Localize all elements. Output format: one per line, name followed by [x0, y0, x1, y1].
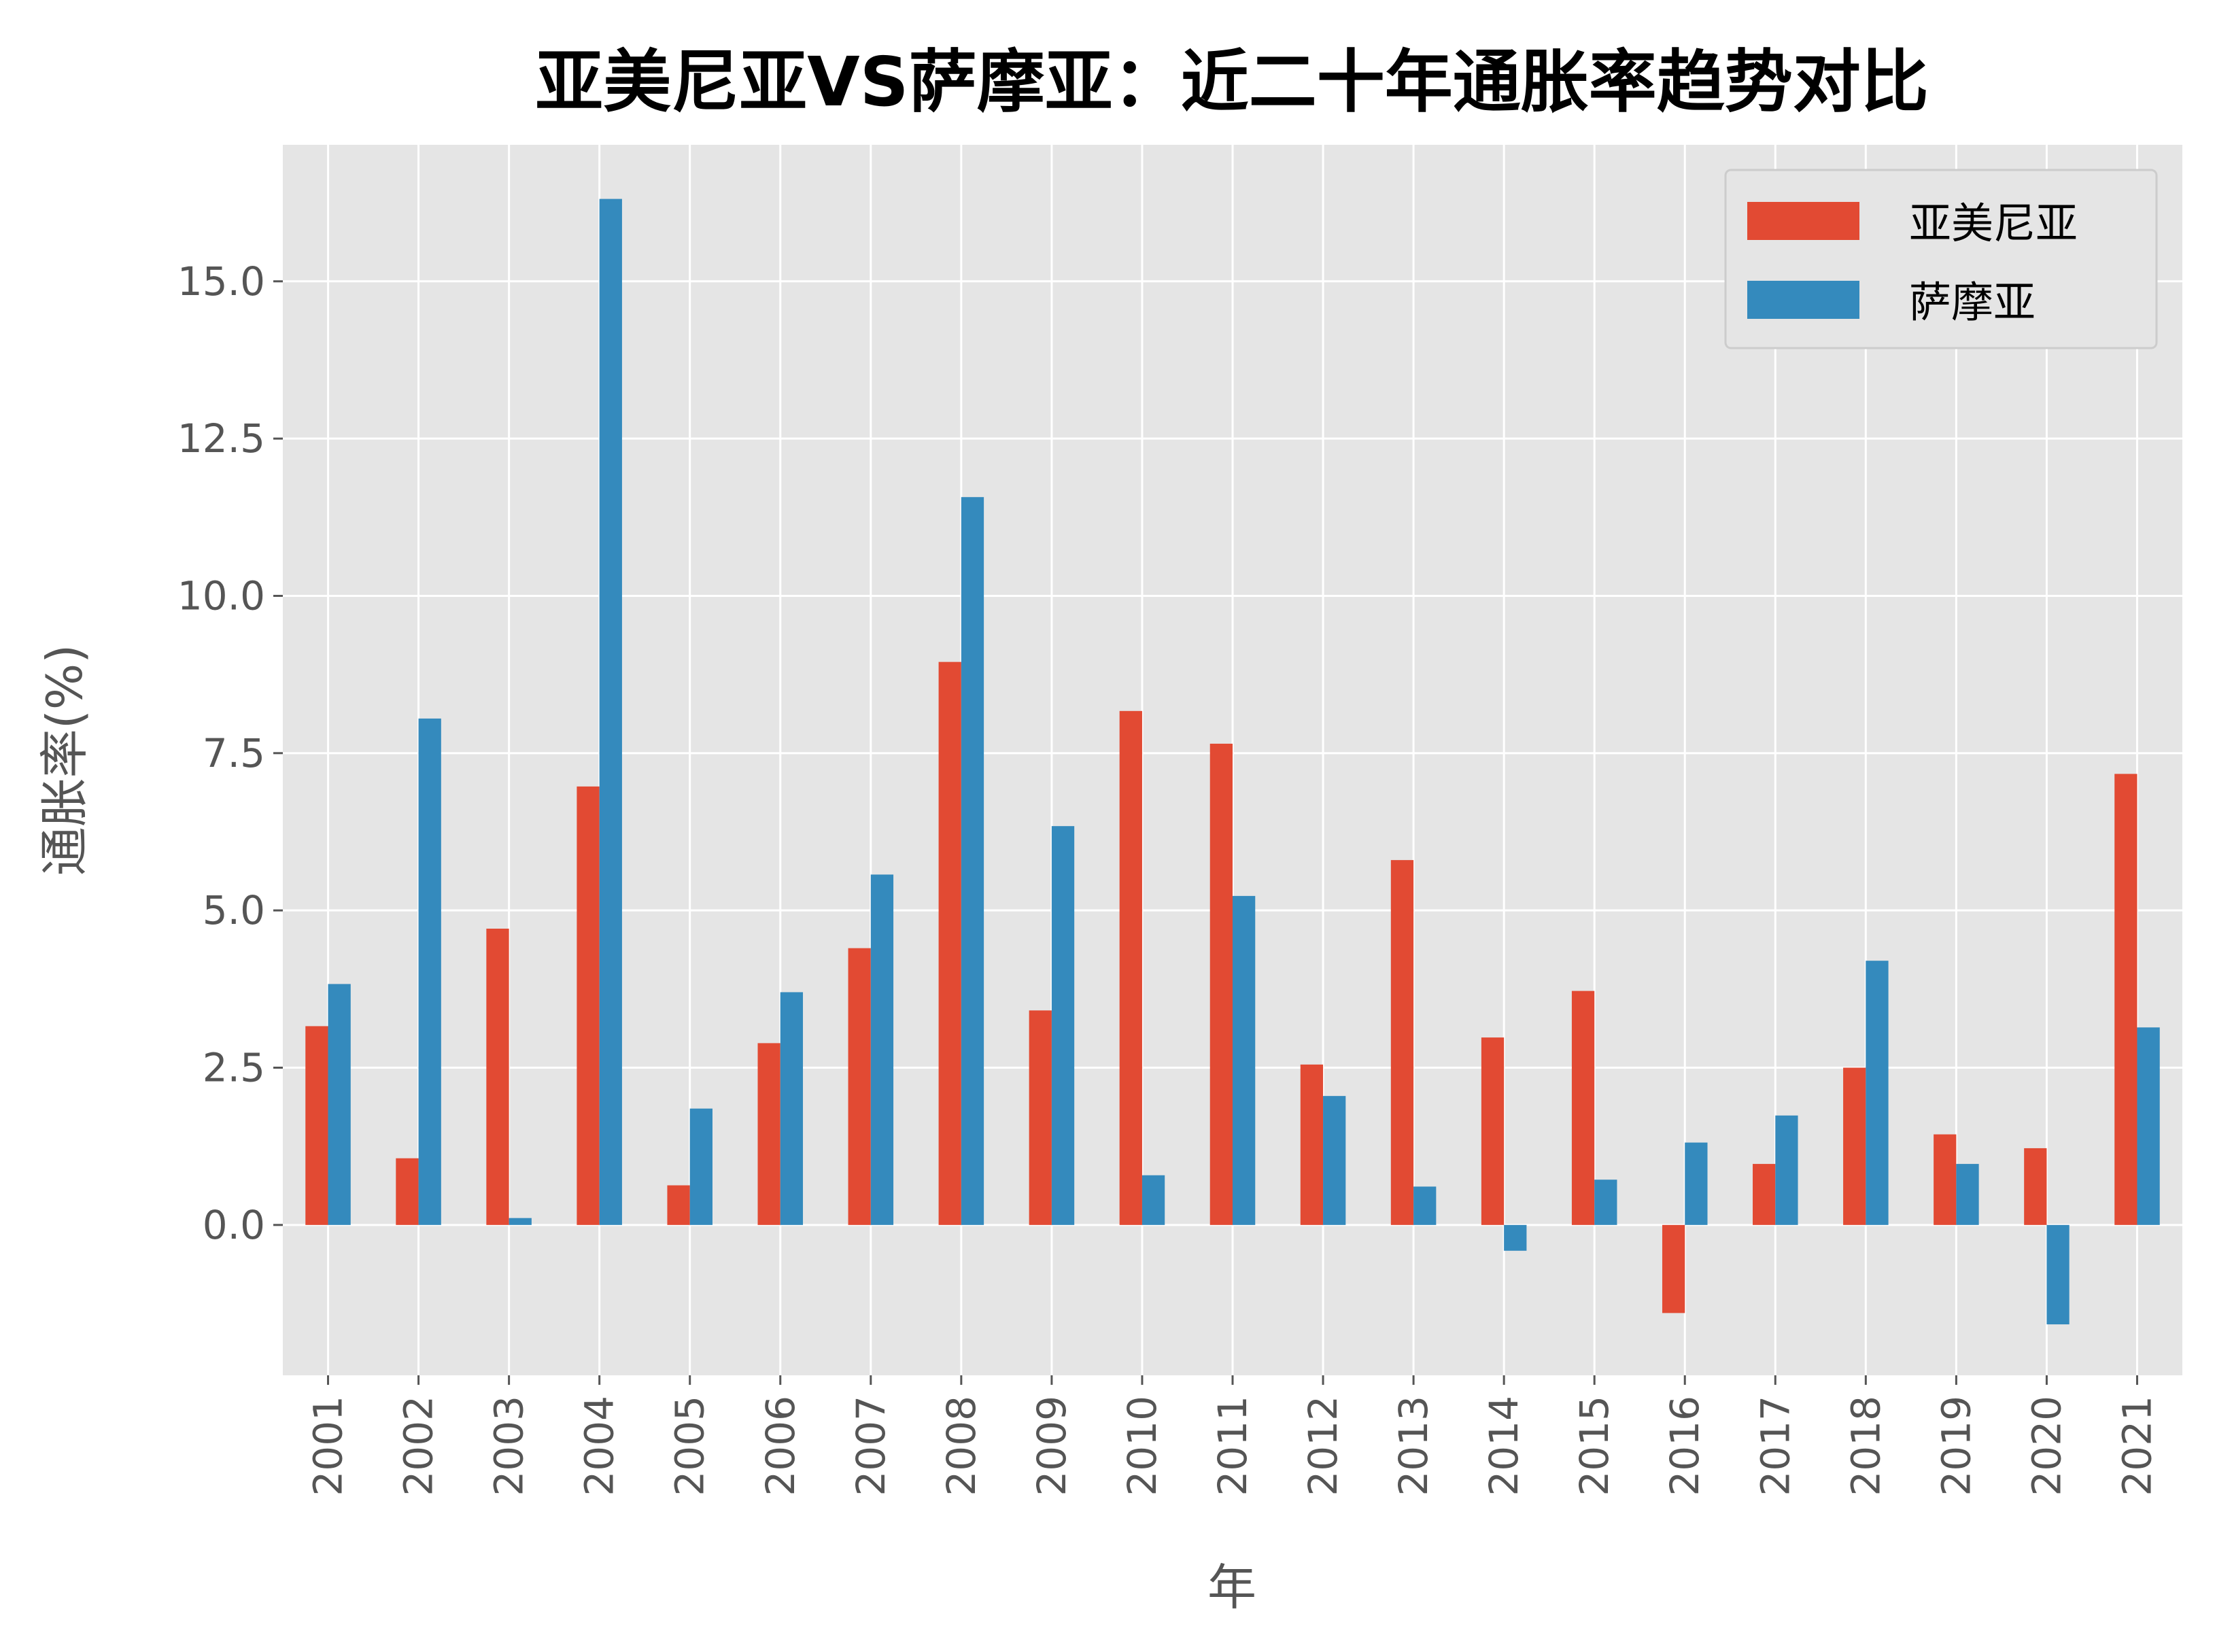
x-axis-label: 年: [1207, 1559, 1256, 1616]
bar-armenia-2014: [1481, 1037, 1505, 1225]
y-tick-label: 7.5: [203, 730, 265, 776]
bar-armenia-2010: [1119, 710, 1142, 1225]
bar-armenia-2007: [848, 948, 871, 1225]
bar-samoa-2007: [870, 874, 894, 1225]
bar-samoa-2008: [961, 497, 984, 1225]
bar-samoa-2006: [780, 992, 804, 1225]
bar-samoa-2014: [1504, 1224, 1527, 1251]
x-tick-label: 2020: [2023, 1396, 2070, 1496]
x-tick-label: 2012: [1300, 1396, 1346, 1496]
bar-samoa-2011: [1233, 895, 1256, 1225]
x-tick-label: 2016: [1662, 1396, 1708, 1496]
x-tick-label: 2015: [1571, 1396, 1617, 1496]
legend-swatch-armenia: [1747, 202, 1859, 240]
x-tick-label: 2007: [848, 1396, 894, 1496]
bar-armenia-2006: [757, 1043, 780, 1225]
chart-title: 亚美尼亚VS萨摩亚：近二十年通胀率趋势对比: [535, 42, 1928, 122]
bar-armenia-2019: [1934, 1134, 1957, 1225]
legend-label-armenia: 亚美尼亚: [1909, 199, 2078, 248]
x-tick-label: 2011: [1209, 1396, 1256, 1496]
y-tick-label: 2.5: [203, 1045, 265, 1091]
bar-armenia-2004: [577, 786, 600, 1225]
bar-armenia-2012: [1300, 1064, 1324, 1225]
y-tick-label: 10.0: [177, 572, 265, 619]
x-tick-label: 2003: [486, 1396, 532, 1496]
x-tick-label: 2014: [1481, 1396, 1527, 1496]
bar-samoa-2017: [1775, 1115, 1798, 1225]
x-tick-label: 2002: [396, 1396, 442, 1496]
bar-armenia-2013: [1390, 860, 1414, 1225]
x-tick-label: 2021: [2114, 1396, 2160, 1496]
bar-samoa-2018: [1866, 961, 1889, 1225]
bar-samoa-2021: [2137, 1027, 2160, 1225]
bar-armenia-2009: [1029, 1010, 1052, 1225]
x-tick-label: 2001: [305, 1396, 351, 1496]
bar-samoa-2003: [509, 1218, 532, 1225]
y-axis-label: 通胀率(%): [36, 644, 93, 876]
bar-samoa-2002: [418, 718, 441, 1225]
bar-armenia-2001: [305, 1026, 328, 1225]
bar-samoa-2009: [1051, 826, 1075, 1225]
bar-armenia-2011: [1209, 743, 1233, 1225]
bar-armenia-2020: [2024, 1148, 2047, 1225]
bar-armenia-2015: [1571, 991, 1595, 1225]
bar-samoa-2016: [1685, 1142, 1708, 1225]
legend-swatch-samoa: [1747, 281, 1859, 319]
bar-samoa-2001: [328, 984, 351, 1225]
bar-samoa-2004: [599, 199, 622, 1225]
legend-label-samoa: 萨摩亚: [1909, 277, 2036, 327]
bar-samoa-2015: [1594, 1180, 1617, 1225]
bar-armenia-2002: [396, 1158, 419, 1225]
y-tick-label: 0.0: [203, 1202, 265, 1248]
x-tick-label: 2009: [1029, 1396, 1075, 1496]
bar-samoa-2012: [1323, 1096, 1346, 1225]
bar-samoa-2020: [2046, 1224, 2070, 1325]
y-tick-label: 15.0: [177, 258, 265, 305]
x-tick-label: 2017: [1752, 1396, 1798, 1496]
bar-armenia-2008: [938, 661, 961, 1225]
bar-armenia-2021: [2114, 774, 2137, 1225]
legend: 亚美尼亚 萨摩亚: [1724, 169, 2158, 349]
y-tick-label: 5.0: [203, 887, 265, 933]
x-tick-label: 2005: [667, 1396, 713, 1496]
x-tick-label: 2010: [1119, 1396, 1165, 1496]
x-tick-label: 2018: [1842, 1396, 1889, 1496]
bar-armenia-2016: [1662, 1224, 1685, 1313]
bar-armenia-2003: [486, 928, 509, 1225]
x-tick-label: 2006: [757, 1396, 804, 1496]
x-tick-label: 2019: [1933, 1396, 1979, 1496]
bar-samoa-2013: [1413, 1186, 1437, 1225]
bar-samoa-2019: [1956, 1164, 1979, 1225]
y-tick-label: 12.5: [177, 415, 265, 462]
bar-samoa-2005: [689, 1108, 712, 1225]
x-tick-label: 2004: [577, 1396, 623, 1496]
x-tick-label: 2013: [1390, 1396, 1437, 1496]
bar-armenia-2005: [667, 1185, 690, 1225]
bar-armenia-2018: [1843, 1067, 1866, 1225]
x-tick-label: 2008: [938, 1396, 984, 1496]
bar-armenia-2017: [1753, 1164, 1776, 1225]
bar-samoa-2010: [1141, 1175, 1165, 1225]
